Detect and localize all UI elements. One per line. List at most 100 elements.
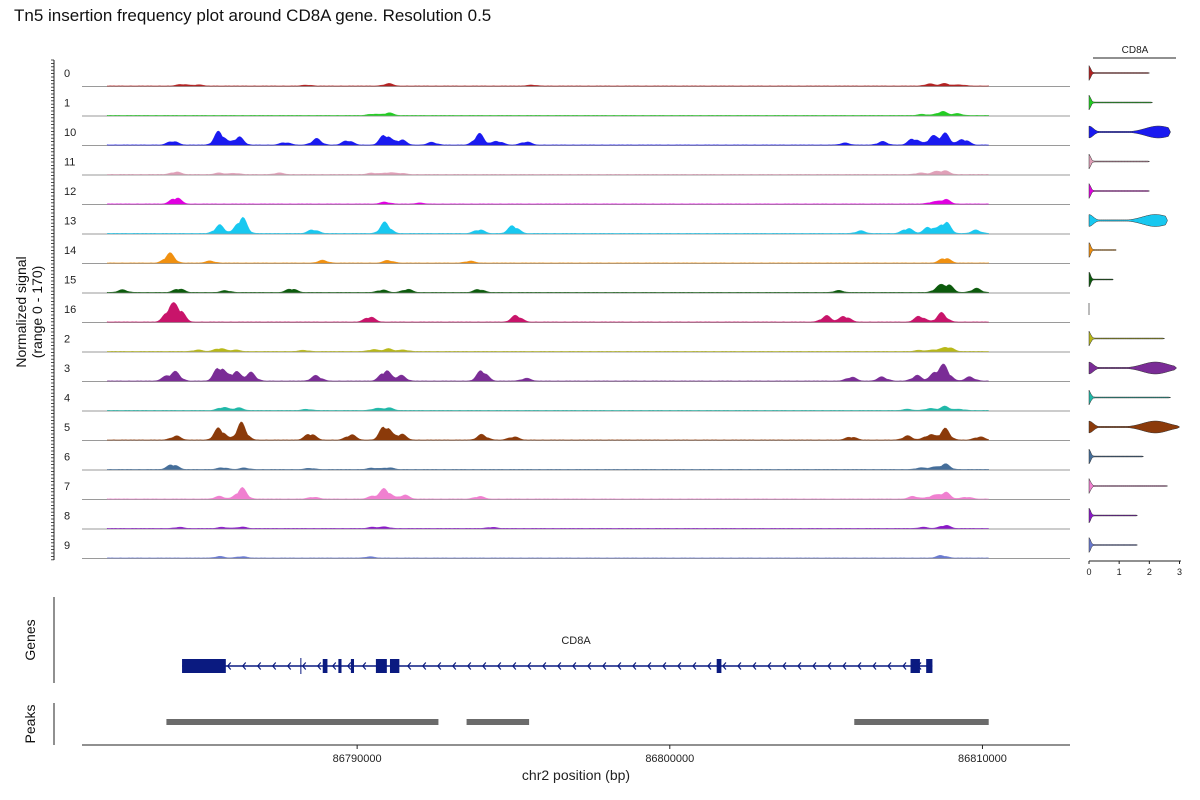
gene-name-label: CD8A [561,635,591,647]
strand-arrow [647,662,652,670]
strand-arrow [437,662,442,670]
genes-track-label: Genes [22,619,38,660]
strand-arrow [346,662,352,670]
track-6 [82,463,1070,471]
strand-arrow [887,662,892,670]
peak-region [854,719,989,725]
violin-6 [1088,448,1144,465]
strand-arrow [467,662,472,670]
strand-arrow [406,662,412,670]
strand-arrow [542,662,547,670]
strand-arrow [256,662,262,670]
signal-area-3 [106,363,989,382]
strand-arrow [827,662,832,670]
gene-exon [926,659,933,673]
y-axis-label: Normalized signal [13,256,29,367]
signal-area-10 [106,130,989,146]
violin-14 [1088,241,1117,259]
track-label-15: 15 [64,275,76,287]
gene-exon [350,659,355,673]
x-axis-tick-label: 86810000 [958,753,1007,765]
violin-1 [1088,94,1153,111]
peak-region [166,719,439,725]
signal-area-8 [106,525,989,529]
gene-exon [389,659,400,673]
violin-3 [1088,361,1177,375]
strand-arrow [737,662,742,670]
gene-exon [716,659,722,673]
strand-arrow [316,662,322,670]
violin-x-tick-label: 0 [1086,567,1091,577]
peak-region [466,719,530,725]
track-label-7: 7 [64,481,70,493]
strand-arrow [857,662,862,670]
track-label-5: 5 [64,422,70,434]
track-label-10: 10 [64,127,76,139]
strand-arrow [587,662,592,670]
strand-arrow [782,662,787,670]
track-label-16: 16 [64,304,76,316]
gene-exon [375,659,387,673]
violin-4 [1088,389,1171,406]
strand-arrow [767,662,772,670]
y-axis-label-range: (range 0 - 170) [29,266,45,359]
gene-exon [910,659,920,673]
strand-arrow [271,662,277,670]
gene-exon [322,659,328,673]
track-7 [82,487,1070,500]
strand-arrow [286,662,292,670]
strand-arrow [632,662,637,670]
signal-area-0 [107,83,989,87]
strand-arrow [301,662,307,670]
violin-2 [1088,330,1165,347]
strand-arrow [692,662,697,670]
violin-7 [1088,478,1168,494]
signal-area-2 [107,346,989,352]
signal-area-5 [107,421,989,441]
chart-title: Tn5 insertion frequency plot around CD8A… [14,6,492,25]
track-label-2: 2 [64,334,70,346]
track-0 [82,83,1070,87]
gene-exon [182,659,226,673]
strand-arrow [812,662,817,670]
strand-arrow [872,662,877,670]
track-label-11: 11 [64,157,75,169]
x-axis-label: chr2 position (bp) [522,767,630,783]
violin-11 [1088,153,1150,170]
violin-12 [1088,182,1150,200]
strand-arrow [572,662,577,670]
track-3 [82,363,1070,382]
strand-arrow [482,662,487,670]
track-15 [82,283,1070,294]
strand-arrow [707,662,712,670]
track-label-14: 14 [64,245,76,257]
signal-area-9 [106,555,989,559]
violin-15 [1088,271,1114,288]
strand-arrow [752,662,757,670]
strand-arrow [226,662,232,670]
violin-13 [1088,214,1168,227]
track-label-4: 4 [64,393,70,405]
violin-0 [1088,64,1150,82]
strand-arrow [617,662,622,670]
signal-area-7 [106,487,989,500]
signal-area-16 [106,302,989,323]
track-label-1: 1 [64,98,70,110]
track-12 [82,197,1070,205]
peaks-track-label: Peaks [22,705,38,744]
violin-9 [1088,536,1138,554]
signal-area-1 [106,110,989,116]
strand-arrow [557,662,562,670]
violin-x-tick-label: 1 [1117,567,1122,577]
signal-area-14 [107,252,989,264]
track-label-3: 3 [64,363,70,375]
track-label-9: 9 [64,540,70,552]
signal-area-4 [106,405,989,411]
strand-arrow [602,662,607,670]
violin-10 [1088,125,1171,139]
signal-area-11 [107,170,989,175]
violin-gene-label: CD8A [1122,45,1149,56]
track-1 [82,110,1070,117]
strand-arrow [241,662,247,670]
